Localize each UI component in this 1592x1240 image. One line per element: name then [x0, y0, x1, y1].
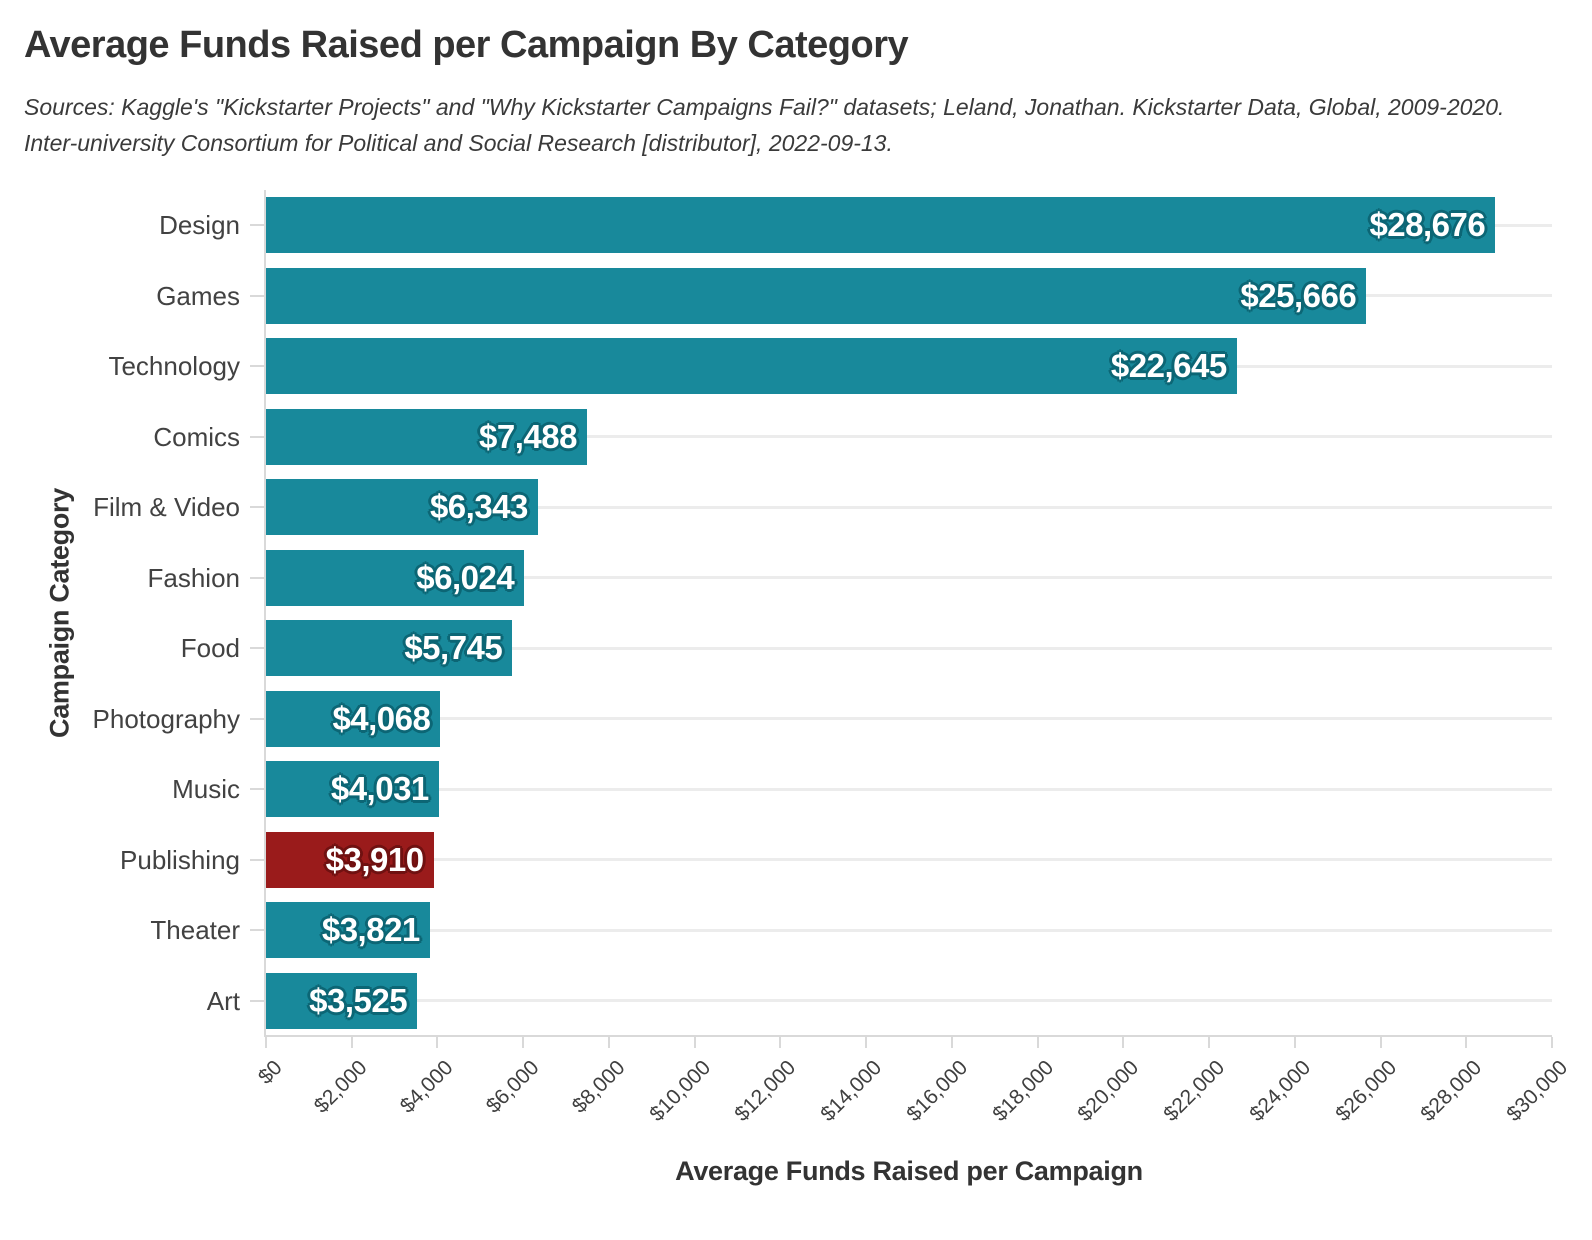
category-label: Technology	[108, 351, 240, 382]
gridline	[266, 999, 1552, 1003]
y-axis-tick	[250, 576, 264, 579]
y-axis-tick	[250, 999, 264, 1002]
bar: $25,666	[266, 267, 1367, 324]
bar: $7,488	[266, 408, 587, 465]
y-axis-tick	[250, 788, 264, 791]
x-axis-tick	[265, 1037, 267, 1048]
bar: $3,821	[266, 902, 430, 959]
x-tick-label: $6,000	[481, 1056, 544, 1118]
x-tick-label: $0	[253, 1056, 287, 1089]
category-label: Comics	[153, 421, 240, 452]
bar-value-label: $5,745	[404, 629, 503, 667]
x-axis-tick	[1551, 1037, 1553, 1048]
x-axis-tick	[1379, 1037, 1382, 1048]
gridline	[266, 717, 1552, 721]
x-tick-label: $20,000	[1073, 1056, 1144, 1126]
bar: $22,645	[266, 338, 1237, 395]
x-axis-tick	[1208, 1037, 1211, 1048]
y-axis-tick	[250, 717, 264, 720]
bar-value-label: $3,910	[325, 840, 424, 878]
y-axis-tick	[250, 224, 264, 227]
gridline	[266, 646, 1552, 650]
y-axis-tick	[250, 435, 264, 438]
category-label: Art	[206, 985, 240, 1016]
bar-value-label: $4,031	[330, 770, 429, 808]
bar-value-label: $28,676	[1369, 206, 1486, 244]
category-label: Theater	[150, 915, 240, 946]
x-tick-label: $30,000	[1502, 1056, 1573, 1126]
y-axis-tick	[250, 506, 264, 509]
bar: $28,676	[266, 197, 1496, 254]
bar-value-label: $6,343	[429, 488, 528, 526]
y-axis-line	[264, 190, 266, 1036]
x-tick-label: $12,000	[730, 1056, 801, 1126]
category-label: Games	[156, 280, 240, 311]
category-label: Film & Video	[93, 492, 240, 523]
y-axis-tick	[250, 365, 264, 368]
gridline	[266, 928, 1552, 932]
category-label: Music	[172, 774, 240, 805]
x-axis-tick	[693, 1037, 696, 1048]
y-axis-title: Campaign Category	[44, 488, 75, 738]
bar: $4,068	[266, 690, 441, 747]
bar-value-label: $3,821	[321, 911, 420, 949]
gridline	[266, 576, 1552, 580]
x-axis-tick	[1036, 1037, 1039, 1048]
y-axis-tick	[250, 294, 264, 297]
x-axis-line	[264, 1035, 1552, 1037]
x-axis-tick	[779, 1037, 782, 1048]
bar-value-label: $4,068	[332, 699, 431, 737]
x-tick-label: $14,000	[816, 1056, 887, 1126]
x-axis-tick	[607, 1037, 610, 1048]
category-label: Fashion	[147, 562, 241, 593]
y-axis-tick	[250, 647, 264, 650]
x-axis-tick	[950, 1037, 953, 1048]
category-label: Food	[180, 633, 240, 664]
x-tick-label: $24,000	[1245, 1056, 1316, 1126]
category-label: Publishing	[120, 844, 240, 875]
bar: $5,745	[266, 620, 513, 677]
bar: $3,525	[266, 972, 418, 1029]
x-axis-title: Average Funds Raised per Campaign	[675, 1156, 1143, 1186]
x-axis-tick	[1465, 1037, 1468, 1048]
x-axis-tick	[350, 1037, 353, 1048]
x-tick-label: $22,000	[1159, 1056, 1230, 1126]
y-axis-tick	[250, 858, 264, 861]
bar: $6,024	[266, 549, 525, 606]
bar-value-label: $22,645	[1110, 347, 1227, 385]
x-tick-label: $28,000	[1416, 1056, 1487, 1126]
bar: $6,343	[266, 479, 538, 536]
x-tick-label: $8,000	[567, 1056, 630, 1118]
x-tick-label: $16,000	[902, 1056, 973, 1126]
bar-value-label: $3,525	[309, 981, 408, 1019]
x-axis-tick	[1122, 1037, 1125, 1048]
chart-title: Average Funds Raised per Campaign By Cat…	[24, 24, 909, 66]
x-axis-tick	[522, 1037, 525, 1048]
x-tick-label: $10,000	[644, 1056, 715, 1126]
x-tick-label: $4,000	[396, 1056, 458, 1118]
y-axis-tick	[250, 929, 264, 932]
bar: $3,910	[266, 831, 434, 888]
bar-value-label: $7,488	[479, 417, 577, 455]
category-label: Design	[159, 210, 240, 241]
gridline	[266, 858, 1552, 862]
x-tick-label: $26,000	[1330, 1056, 1401, 1126]
x-axis-tick	[865, 1037, 868, 1048]
gridline	[266, 435, 1552, 439]
gridline	[266, 505, 1552, 509]
x-tick-label: $18,000	[987, 1056, 1058, 1126]
bar-value-label: $6,024	[416, 558, 515, 596]
gridline	[266, 787, 1552, 791]
bar-value-label: $25,666	[1240, 276, 1357, 314]
chart-subtitle: Sources: Kaggle's "Kickstarter Projects"…	[24, 94, 1505, 156]
bar: $4,031	[266, 761, 439, 818]
x-axis-tick	[1293, 1037, 1296, 1048]
category-label: Photography	[92, 703, 240, 734]
x-axis-tick	[436, 1037, 439, 1048]
plot-area: Design $28,676 Games $25,666 Technology …	[0, 190, 1592, 1126]
x-tick-label: $2,000	[310, 1056, 372, 1118]
